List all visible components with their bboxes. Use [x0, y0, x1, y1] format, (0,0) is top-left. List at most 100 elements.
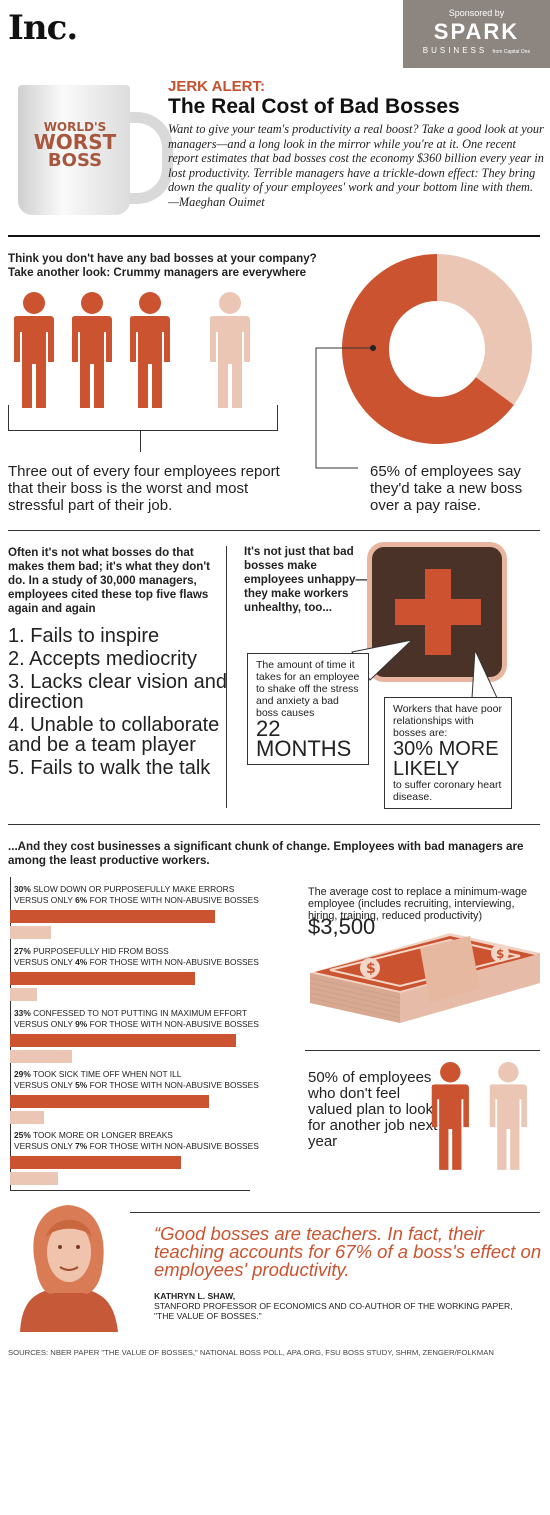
red-cross-icon-bar	[395, 599, 481, 625]
bar-pct: 30%	[14, 884, 31, 894]
kathryn-shaw-portrait	[8, 1197, 130, 1332]
vertical-divider	[226, 546, 227, 808]
page-title: The Real Cost of Bad Bosses	[168, 95, 460, 118]
bar-non-abusive-boss	[10, 926, 52, 939]
flaw-item: 3. Lacks clear vision and direction	[8, 671, 228, 713]
mug-slogan: WORLD'S WORST BOSS	[33, 120, 117, 172]
bar-vs: VERSUS ONLY	[14, 1019, 73, 1029]
svg-text:$: $	[496, 947, 504, 961]
kicker: JERK ALERT:	[168, 78, 265, 95]
bar-abusive-boss	[10, 1156, 182, 1169]
flaw-item: 1. Fails to inspire	[8, 625, 160, 647]
bar-vs: VERSUS ONLY	[14, 895, 73, 905]
bar-non-abusive-boss	[10, 1111, 45, 1124]
donut-leader-line	[315, 345, 376, 469]
flaw-item: 4. Unable to collaborate and be a team p…	[8, 714, 220, 756]
sponsor-name: SPARK	[433, 19, 520, 44]
person-icon	[14, 292, 54, 408]
bar-non-abusive-boss	[10, 988, 38, 1001]
inc-logo: Inc.	[8, 8, 78, 48]
donut-slice	[342, 254, 514, 444]
flaws-list: 1. Fails to inspire 2. Accepts mediocrit…	[8, 626, 228, 781]
person-icon	[210, 292, 250, 408]
sponsor-label: Sponsored by	[448, 8, 505, 18]
callout-22-months-value: 22 MONTHS	[256, 716, 352, 761]
mug-illustration	[18, 85, 130, 215]
bar-desc: TOOK MORE OR LONGER BREAKS	[32, 1130, 173, 1140]
bar-label: 29% TOOK SICK TIME OFF WHEN NOT ILL VERSU…	[14, 1069, 304, 1091]
bar-desc: PURPOSEFULLY HID FROM BOSS	[33, 946, 169, 956]
bar-pct: 27%	[14, 946, 31, 956]
bar-tail: FOR THOSE WITH NON-ABUSIVE BOSSES	[89, 1141, 259, 1151]
divider	[8, 1212, 540, 1213]
bar-desc: SLOW DOWN OR PURPOSEFULLY MAKE ERRORS	[33, 884, 235, 894]
bar-desc: CONFESSED TO NOT PUTTING IN MAXIMUM EFFO…	[33, 1008, 247, 1018]
bar-abusive-boss	[10, 1095, 209, 1108]
quote-attribution: KATHRYN L. SHAW, STANFORD PROFESSOR OF E…	[154, 1291, 534, 1321]
quote-role: STANFORD PROFESSOR OF ECONOMICS AND CO-A…	[154, 1301, 513, 1321]
flaw-item: 5. Fails to walk the talk	[8, 757, 211, 779]
callout-heart-disease: Workers that have poor relationships wit…	[384, 697, 512, 809]
svg-text:$: $	[366, 961, 376, 977]
quote-name: KATHRYN L. SHAW,	[154, 1291, 236, 1301]
donut-chart	[342, 254, 532, 444]
bracket	[8, 405, 278, 431]
replacement-cost-value: $3,500	[308, 914, 376, 939]
person-icon	[431, 1062, 469, 1170]
stat-65-percent: 65% of employees say they'd take a new b…	[370, 463, 523, 514]
chart-axis-vertical	[10, 877, 11, 1190]
callout-heart-text: Workers that have poor relationships wit…	[393, 703, 502, 739]
person-icon	[130, 292, 170, 408]
intro-paragraph: Want to give your team's productivity a …	[168, 122, 544, 209]
bar-non-pct: 9%	[75, 1019, 88, 1029]
flaw-item: 2. Accepts mediocrity	[8, 648, 197, 670]
bar-label: 27% PURPOSEFULLY HID FROM BOSS VERSUS ONL…	[14, 946, 304, 968]
bar-abusive-boss	[10, 910, 216, 923]
health-heading: It's not just that bad bosses make emplo…	[244, 545, 368, 614]
divider	[8, 530, 540, 531]
bar-non-pct: 7%	[75, 1141, 88, 1151]
bar-vs: VERSUS ONLY	[14, 957, 73, 967]
bar-abusive-boss	[10, 1034, 236, 1047]
callout-heart-tail: to suffer coronary heart disease.	[393, 779, 502, 803]
section1-heading: Think you don't have any bad bosses at y…	[8, 252, 317, 279]
bar-tail: FOR THOSE WITH NON-ABUSIVE BOSSES	[89, 957, 259, 967]
divider	[8, 235, 540, 237]
bar-tail: FOR THOSE WITH NON-ABUSIVE BOSSES	[89, 1080, 259, 1090]
bar-pct: 29%	[14, 1069, 31, 1079]
bar-non-pct: 4%	[75, 957, 88, 967]
sponsor-sub: BUSINESS from Capital One	[422, 46, 531, 55]
sponsor-badge: Sponsored by SPARK BUSINESS from Capital…	[403, 0, 550, 68]
bar-label: 30% SLOW DOWN OR PURPOSEFULLY MAKE ERROR…	[14, 884, 304, 906]
divider	[305, 1050, 540, 1051]
flaws-heading: Often it's not what bosses do that makes…	[8, 546, 210, 615]
bar-desc: TOOK SICK TIME OFF WHEN NOT ILL	[32, 1069, 182, 1079]
money-stack-icon: $ $	[309, 933, 540, 1023]
mug-handle	[124, 112, 173, 204]
person-icon	[72, 292, 112, 408]
bar-pct: 25%	[14, 1130, 31, 1140]
bar-label: 33% CONFESSED TO NOT PUTTING IN MAXIMUM …	[14, 1008, 304, 1030]
bar-tail: FOR THOSE WITH NON-ABUSIVE BOSSES	[89, 1019, 259, 1029]
bar-pct: 33%	[14, 1008, 31, 1018]
bar-abusive-boss	[10, 972, 195, 985]
people-chart	[14, 292, 250, 408]
chart-axis-horizontal	[10, 1190, 250, 1191]
productivity-heading: ...And they cost businesses a significan…	[8, 840, 524, 867]
bar-non-abusive-boss	[10, 1050, 72, 1063]
bar-tail: FOR THOSE WITH NON-ABUSIVE BOSSES	[89, 895, 259, 905]
replacement-cost-text: The average cost to replace a minimum-wa…	[308, 886, 528, 922]
person-icon	[489, 1062, 527, 1170]
bar-non-pct: 6%	[75, 895, 88, 905]
stat-three-of-four: Three out of every four employees report…	[8, 463, 280, 514]
divider	[8, 824, 540, 825]
valued-employees-stat: 50% of employees who don't feel valued p…	[308, 1069, 438, 1150]
bracket-stem	[140, 430, 141, 452]
two-people-chart	[431, 1062, 527, 1170]
bar-vs: VERSUS ONLY	[14, 1141, 73, 1151]
quote-text: “Good bosses are teachers. In fact, thei…	[154, 1223, 542, 1280]
bar-non-abusive-boss	[10, 1172, 58, 1185]
sources-line: SOURCES: NBER PAPER "THE VALUE OF BOSSES…	[8, 1348, 494, 1357]
bar-label: 25% TOOK MORE OR LONGER BREAKS VERSUS ONL…	[14, 1130, 304, 1152]
callout-22-months-text: The amount of time it takes for an emplo…	[256, 659, 360, 719]
